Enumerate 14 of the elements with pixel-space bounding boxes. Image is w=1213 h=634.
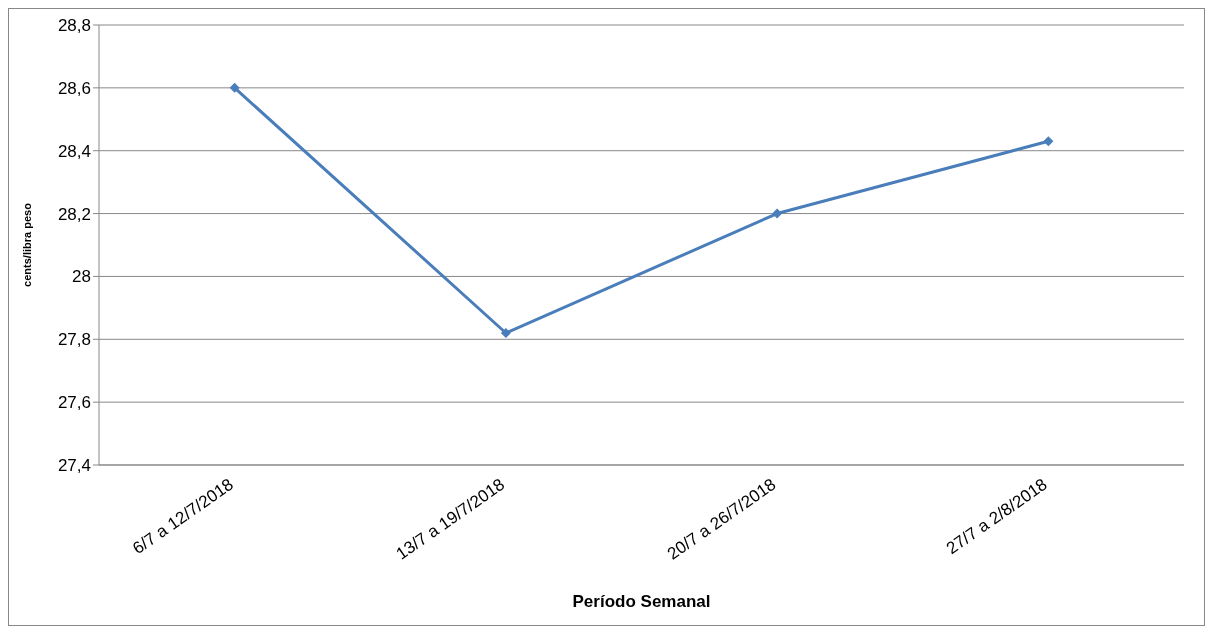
y-tick-label: 27,6 [57,393,91,413]
y-tick-label: 28,2 [57,204,91,224]
y-tick-label: 28,6 [57,78,91,98]
y-tick-label: 28,4 [57,141,91,161]
point [1043,136,1054,147]
y-tick-label: 27,4 [57,456,91,476]
y-axis-title: cents/libra peso [20,202,33,287]
point [500,328,511,338]
y-tick-label: 28,8 [57,16,91,36]
point [772,208,783,219]
point [229,82,240,93]
x-axis-title: Período Semanal [572,592,711,611]
y-tick-label: 28 [72,267,91,287]
y-tick-label: 27,8 [57,330,91,350]
